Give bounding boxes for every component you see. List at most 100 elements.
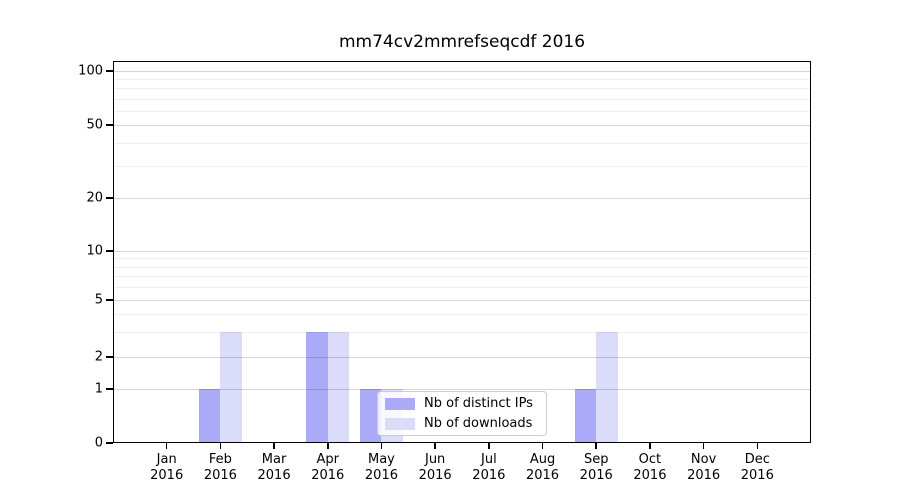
x-tick-label-feb: Feb 2016 bbox=[204, 452, 237, 483]
bar-downloads-feb bbox=[220, 331, 242, 443]
x-tick-mark-apr bbox=[326, 443, 329, 449]
gridline-minor-60 bbox=[113, 110, 811, 112]
x-tick-month: Nov bbox=[690, 452, 717, 467]
x-tick-label-aug: Aug 2016 bbox=[526, 452, 559, 483]
x-tick-month: Dec bbox=[744, 452, 770, 467]
x-tick-month: Jun bbox=[424, 452, 446, 467]
gridline-major-1 bbox=[113, 389, 811, 390]
x-tick-year: 2016 bbox=[740, 467, 774, 483]
y-tick-label-100: 100 bbox=[78, 63, 103, 79]
gridline-minor-90 bbox=[113, 79, 811, 81]
x-tick-label-nov: Nov 2016 bbox=[687, 452, 720, 483]
chart-title: mm74cv2mmrefseqcdf 2016 bbox=[338, 32, 586, 52]
x-tick-year: 2016 bbox=[472, 467, 506, 483]
y-tick-mark-10 bbox=[106, 250, 113, 252]
x-tick-month: Apr bbox=[316, 452, 340, 467]
y-tick-label-10: 10 bbox=[86, 243, 103, 259]
x-tick-month: Mar bbox=[261, 452, 287, 467]
x-tick-mark-sep bbox=[595, 443, 598, 449]
gridline-major-100 bbox=[113, 71, 811, 72]
x-tick-label-may: May 2016 bbox=[365, 452, 398, 483]
y-tick-label-2: 2 bbox=[94, 349, 103, 365]
gridline-minor-3 bbox=[113, 331, 811, 333]
x-tick-label-dec: Dec 2016 bbox=[741, 452, 774, 483]
gridline-minor-70 bbox=[113, 98, 811, 100]
x-tick-year: 2016 bbox=[150, 467, 184, 483]
x-tick-label-apr: Apr 2016 bbox=[311, 452, 344, 483]
x-tick-mark-dec bbox=[756, 443, 759, 449]
x-tick-mark-oct bbox=[649, 443, 651, 449]
gridline-minor-9 bbox=[113, 258, 811, 260]
x-tick-month: Aug bbox=[529, 452, 556, 467]
legend-swatch-downloads-icon bbox=[385, 417, 415, 430]
x-tick-label-jan: Jan 2016 bbox=[150, 452, 183, 483]
gridline-minor-7 bbox=[113, 276, 811, 278]
gridline-major-20 bbox=[113, 198, 811, 199]
gridline-minor-80 bbox=[113, 88, 811, 90]
x-tick-year: 2016 bbox=[257, 467, 291, 483]
gridline-minor-8 bbox=[113, 266, 811, 268]
y-tick-label-0: 0 bbox=[94, 435, 103, 451]
bar-downloads-apr bbox=[327, 331, 350, 443]
legend-entry-distinct-ips: Nb of distinct IPs bbox=[385, 396, 539, 411]
gridline-major-5 bbox=[113, 300, 811, 301]
x-tick-month: May bbox=[368, 452, 395, 467]
gridline-minor-4 bbox=[113, 313, 811, 315]
bar-distinct-ips-apr bbox=[306, 331, 328, 443]
x-tick-mark-may bbox=[380, 443, 383, 449]
y-tick-label-20: 20 bbox=[86, 190, 103, 206]
x-tick-month: Feb bbox=[208, 452, 232, 467]
x-tick-year: 2016 bbox=[418, 467, 452, 483]
bar-distinct-ips-sep bbox=[574, 389, 597, 443]
x-tick-mark-nov bbox=[702, 443, 705, 449]
gridline-minor-40 bbox=[113, 142, 811, 144]
x-tick-month: Jan bbox=[156, 452, 177, 467]
x-tick-mark-jan bbox=[165, 443, 168, 449]
legend-label-distinct-ips: Nb of distinct IPs bbox=[424, 396, 533, 411]
x-tick-year: 2016 bbox=[525, 467, 560, 483]
y-tick-label-50: 50 bbox=[86, 117, 103, 133]
x-tick-label-mar: Mar 2016 bbox=[258, 452, 291, 483]
x-tick-mark-mar bbox=[273, 443, 275, 449]
legend-swatch-distinct-ips-icon bbox=[385, 397, 415, 410]
x-tick-label-jun: Jun 2016 bbox=[419, 452, 452, 483]
x-tick-year: 2016 bbox=[633, 467, 667, 483]
bar-distinct-ips-feb bbox=[198, 389, 221, 443]
x-tick-month: Jul bbox=[481, 452, 497, 467]
gridline-major-10 bbox=[113, 251, 811, 252]
y-tick-mark-0 bbox=[106, 442, 113, 444]
y-tick-mark-50 bbox=[106, 124, 113, 126]
x-tick-mark-jul bbox=[488, 443, 490, 449]
legend-entry-downloads: Nb of downloads bbox=[385, 416, 539, 431]
x-tick-month: Oct bbox=[638, 452, 662, 467]
x-tick-label-jul: Jul 2016 bbox=[472, 452, 505, 483]
y-tick-label-1: 1 bbox=[94, 381, 103, 397]
x-tick-month: Sep bbox=[583, 452, 609, 467]
gridline-major-2 bbox=[113, 357, 811, 358]
gridline-major-50 bbox=[113, 125, 811, 126]
bar-downloads-sep bbox=[596, 331, 618, 443]
y-tick-mark-1 bbox=[106, 388, 113, 390]
x-tick-year: 2016 bbox=[364, 467, 398, 483]
gridline-minor-6 bbox=[113, 287, 811, 289]
x-tick-year: 2016 bbox=[203, 467, 237, 483]
y-tick-mark-5 bbox=[106, 299, 113, 301]
x-tick-year: 2016 bbox=[311, 467, 345, 483]
x-tick-mark-feb bbox=[219, 443, 222, 449]
x-tick-mark-jun bbox=[434, 443, 436, 449]
y-tick-mark-100 bbox=[106, 70, 113, 72]
legend: Nb of distinct IPs Nb of downloads bbox=[377, 391, 547, 436]
legend-label-downloads: Nb of downloads bbox=[424, 416, 533, 431]
x-tick-label-sep: Sep 2016 bbox=[580, 452, 613, 483]
bar-distinct-ips-may bbox=[359, 389, 382, 443]
x-tick-mark-aug bbox=[541, 443, 544, 449]
y-tick-label-5: 5 bbox=[94, 292, 103, 308]
y-tick-mark-2 bbox=[106, 356, 113, 358]
x-tick-year: 2016 bbox=[687, 467, 721, 483]
x-tick-label-oct: Oct 2016 bbox=[633, 452, 666, 483]
gridline-minor-30 bbox=[113, 165, 811, 167]
y-tick-mark-20 bbox=[106, 197, 113, 199]
x-tick-year: 2016 bbox=[579, 467, 613, 483]
plot-area: Nb of distinct IPs Nb of downloads bbox=[113, 61, 811, 443]
